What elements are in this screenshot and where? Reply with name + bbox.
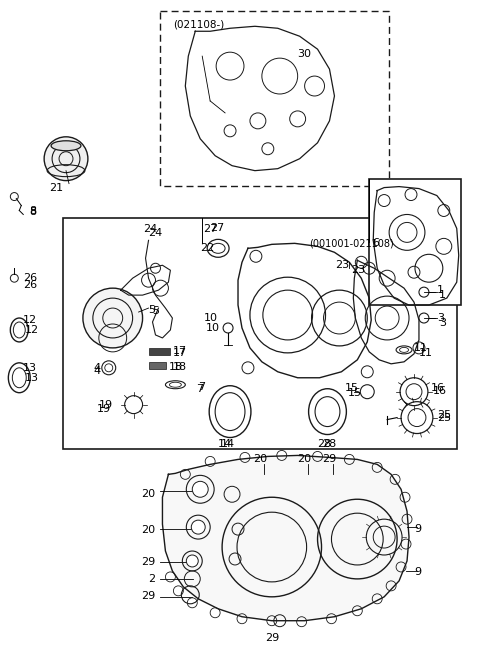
Text: 10: 10 xyxy=(206,323,220,333)
Text: 9: 9 xyxy=(414,524,421,534)
Polygon shape xyxy=(162,455,409,620)
Text: 3: 3 xyxy=(437,313,444,323)
Text: 16: 16 xyxy=(431,383,445,393)
Text: 17: 17 xyxy=(172,348,187,358)
Text: 20: 20 xyxy=(142,525,156,535)
Text: 14: 14 xyxy=(218,439,232,450)
Text: 14: 14 xyxy=(221,439,235,450)
Text: 29: 29 xyxy=(264,633,279,642)
Text: 28: 28 xyxy=(317,439,332,450)
Text: 25: 25 xyxy=(437,413,451,422)
Text: 15: 15 xyxy=(348,388,362,398)
Text: 20: 20 xyxy=(142,489,156,499)
Text: 17: 17 xyxy=(172,346,187,356)
Ellipse shape xyxy=(12,367,26,388)
Text: 9: 9 xyxy=(414,567,421,577)
Text: 23: 23 xyxy=(351,265,365,275)
Text: 20: 20 xyxy=(253,454,267,465)
Text: 3: 3 xyxy=(439,318,446,328)
Circle shape xyxy=(192,520,205,534)
Bar xyxy=(63,219,457,450)
Ellipse shape xyxy=(13,322,25,338)
Text: 4: 4 xyxy=(94,366,101,376)
Text: 12: 12 xyxy=(25,325,39,335)
Text: 23: 23 xyxy=(335,260,349,270)
Text: 21: 21 xyxy=(49,182,63,193)
Text: 25: 25 xyxy=(437,410,451,420)
Text: 2: 2 xyxy=(148,574,156,584)
Text: 26: 26 xyxy=(23,280,37,291)
Circle shape xyxy=(186,555,198,567)
Ellipse shape xyxy=(169,382,181,387)
Circle shape xyxy=(44,137,88,181)
Text: 20: 20 xyxy=(298,454,312,465)
Text: 29: 29 xyxy=(141,557,156,567)
Text: 10: 10 xyxy=(204,313,218,323)
Text: 11: 11 xyxy=(414,343,428,353)
Text: 11: 11 xyxy=(419,348,433,358)
Text: 22: 22 xyxy=(200,243,215,254)
Bar xyxy=(160,12,389,186)
Text: 18: 18 xyxy=(168,362,182,372)
Text: (021108-): (021108-) xyxy=(173,19,225,29)
Text: 28: 28 xyxy=(323,439,336,450)
Text: 5: 5 xyxy=(148,305,156,315)
Text: 19: 19 xyxy=(96,404,111,413)
Circle shape xyxy=(192,481,208,498)
Bar xyxy=(148,362,167,369)
Text: 6: 6 xyxy=(372,238,379,248)
Text: 16: 16 xyxy=(433,386,447,396)
Text: 4: 4 xyxy=(94,363,101,373)
Circle shape xyxy=(83,288,143,348)
Text: 12: 12 xyxy=(23,315,37,325)
Text: 24: 24 xyxy=(148,228,163,238)
Text: 8: 8 xyxy=(29,206,36,217)
Text: 27: 27 xyxy=(203,225,217,234)
Text: 5: 5 xyxy=(153,306,159,316)
Text: 24: 24 xyxy=(144,225,157,234)
Text: 29: 29 xyxy=(323,454,336,465)
Bar xyxy=(369,179,461,305)
Text: 13: 13 xyxy=(23,363,37,373)
Text: (001001-021108): (001001-021108) xyxy=(310,238,395,248)
Bar xyxy=(148,348,170,355)
Text: 13: 13 xyxy=(25,373,39,383)
Text: 7: 7 xyxy=(198,382,205,391)
Text: 1: 1 xyxy=(439,290,446,300)
Ellipse shape xyxy=(51,141,81,151)
Text: 19: 19 xyxy=(98,400,113,410)
Text: 27: 27 xyxy=(210,223,225,234)
Text: 7: 7 xyxy=(196,384,204,394)
Text: 18: 18 xyxy=(172,362,187,372)
Text: 1: 1 xyxy=(437,285,444,295)
Text: 30: 30 xyxy=(298,49,312,59)
Text: 26: 26 xyxy=(23,273,37,283)
Text: 8: 8 xyxy=(29,206,36,215)
Text: 29: 29 xyxy=(141,591,156,601)
Text: 15: 15 xyxy=(345,383,360,393)
Ellipse shape xyxy=(399,347,408,353)
